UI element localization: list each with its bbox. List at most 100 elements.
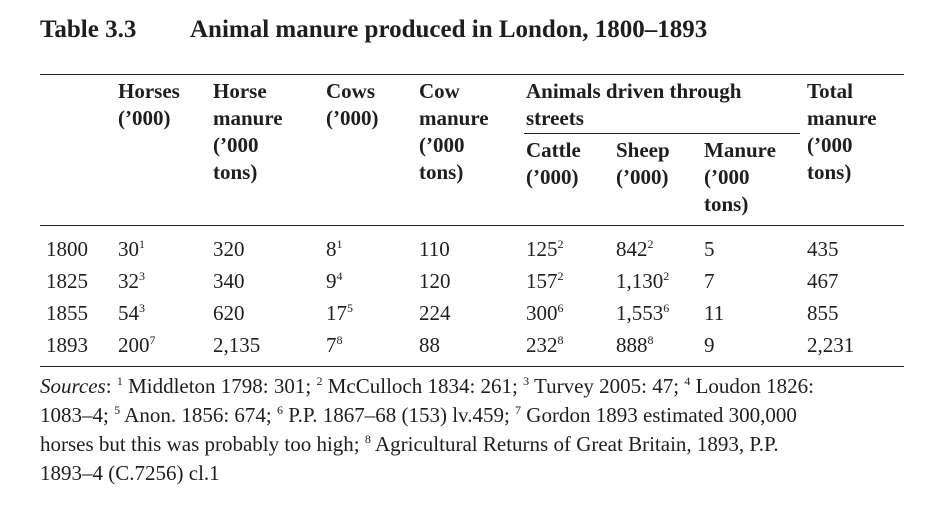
- cell-value: 1,553: [616, 301, 664, 325]
- cell-value: 888: [616, 333, 648, 357]
- header-line: (’000): [526, 165, 579, 189]
- cell-value: 1855: [46, 301, 88, 325]
- cell-value: 320: [213, 237, 245, 261]
- sources-line: Sources: 1 Middleton 1798: 301; 2 McCull…: [40, 374, 815, 398]
- cell-horse-manure: 340: [213, 268, 245, 294]
- footnote-marker: 6: [663, 301, 670, 315]
- header-line: (’000: [419, 133, 465, 157]
- cell-value: 88: [419, 333, 440, 357]
- header-line: Sheep: [616, 138, 670, 162]
- source-text: P.P. 1867–68 (153) lv.459;: [283, 403, 516, 427]
- cell-total: 855: [807, 300, 839, 326]
- cell-value: 125: [526, 237, 558, 261]
- footnote-marker: 2: [557, 269, 564, 283]
- header-line: (’000): [326, 106, 379, 130]
- source-text: 1083–4;: [40, 403, 115, 427]
- cell-horses: 2007: [118, 332, 156, 358]
- cell-cow-manure: 120: [419, 268, 451, 294]
- header-line: (’000: [213, 133, 259, 157]
- source-text: horses but this was probably too high;: [40, 432, 365, 456]
- footnote-marker: 2: [647, 237, 654, 251]
- cell-cow-manure: 110: [419, 236, 450, 262]
- cell-sheep: 8422: [616, 236, 654, 262]
- header-horse-manure: Horse manure (’000 tons): [213, 78, 283, 186]
- footnote-marker: 2: [316, 374, 323, 388]
- footnote-marker: 6: [277, 403, 284, 417]
- cell-value: 110: [419, 237, 450, 261]
- source-text: Gordon 1893 estimated 300,000: [521, 403, 797, 427]
- cell-value: 232: [526, 333, 558, 357]
- cell-value: 224: [419, 301, 451, 325]
- header-line: manure: [213, 106, 283, 130]
- header-line: Cattle: [526, 138, 581, 162]
- cell-value: 2,231: [807, 333, 855, 357]
- cell-cattle: 3006: [526, 300, 564, 326]
- cell-value: 9: [704, 333, 715, 357]
- cell-sheep: 1,1302: [616, 268, 669, 294]
- footnote-marker: 1: [139, 237, 145, 251]
- table-group-rule: [524, 133, 800, 134]
- table-top-rule: [40, 74, 904, 75]
- header-line: Manure: [704, 138, 776, 162]
- footnote-marker: 4: [684, 374, 691, 388]
- cell-cow-manure: 88: [419, 332, 440, 358]
- footnote-marker: 5: [347, 301, 353, 315]
- cell-value: 620: [213, 301, 245, 325]
- cell-value: 7: [326, 333, 337, 357]
- cell-value: 842: [616, 237, 648, 261]
- cell-value: 17: [326, 301, 347, 325]
- header-cows: Cows (’000): [326, 78, 378, 132]
- cell-value: 1825: [46, 269, 88, 293]
- cell-value: 340: [213, 269, 245, 293]
- cell-value: 2,135: [213, 333, 261, 357]
- cell-cows: 94: [326, 268, 343, 294]
- cell-value: 467: [807, 269, 839, 293]
- cell-value: 1893: [46, 333, 88, 357]
- footnote-marker: 8: [364, 432, 371, 446]
- source-text: Anon. 1856: 674;: [120, 403, 278, 427]
- table-header-rule: [40, 225, 904, 226]
- header-line: streets: [526, 106, 584, 130]
- cell-value: 120: [419, 269, 451, 293]
- header-horses: Horses (’000): [118, 78, 180, 132]
- header-line: Total: [807, 79, 853, 103]
- header-line: (’000: [704, 165, 750, 189]
- cell-cattle: 1252: [526, 236, 564, 262]
- table-title: Animal manure produced in London, 1800–1…: [190, 16, 708, 43]
- footnote-marker: 4: [336, 269, 343, 283]
- header-line: manure: [419, 106, 489, 130]
- footnote-marker: 2: [663, 269, 670, 283]
- header-line: Animals driven through: [526, 79, 742, 103]
- cell-cows: 81: [326, 236, 343, 262]
- footnote-marker: 1: [336, 237, 343, 251]
- footnote-marker: 3: [139, 301, 145, 315]
- header-line: (’000): [118, 106, 171, 130]
- sources-note: Sources: 1 Middleton 1798: 301; 2 McCull…: [40, 372, 910, 488]
- table-number: Table 3.3: [40, 16, 137, 43]
- cell-horses: 543: [118, 300, 145, 326]
- cell-manure: 5: [704, 236, 715, 262]
- footnote-marker: 6: [557, 301, 564, 315]
- header-line: Horse: [213, 79, 267, 103]
- cell-value: 9: [326, 269, 337, 293]
- cell-horse-manure: 2,135: [213, 332, 260, 358]
- cell-horse-manure: 620: [213, 300, 245, 326]
- footnote-marker: 8: [647, 333, 654, 347]
- cell-year: 1893: [46, 332, 88, 358]
- sources-label: Sources: [40, 374, 106, 398]
- header-sheep: Sheep (’000): [616, 137, 670, 191]
- cell-value: 30: [118, 237, 139, 261]
- cell-sheep: 8888: [616, 332, 654, 358]
- header-driven-manure: Manure (’000 tons): [704, 137, 776, 218]
- header-line: tons): [213, 160, 258, 184]
- header-line: tons): [419, 160, 464, 184]
- cell-value: 435: [807, 237, 839, 261]
- footnote-marker: 3: [523, 374, 530, 388]
- header-line: tons): [807, 160, 852, 184]
- cell-value: 157: [526, 269, 558, 293]
- header-cattle: Cattle (’000): [526, 137, 581, 191]
- source-text: Agricultural Returns of Great Britain, 1…: [370, 432, 779, 456]
- header-cow-manure: Cow manure (’000 tons): [419, 78, 489, 186]
- footnote-marker: 5: [114, 403, 121, 417]
- cell-value: 7: [704, 269, 715, 293]
